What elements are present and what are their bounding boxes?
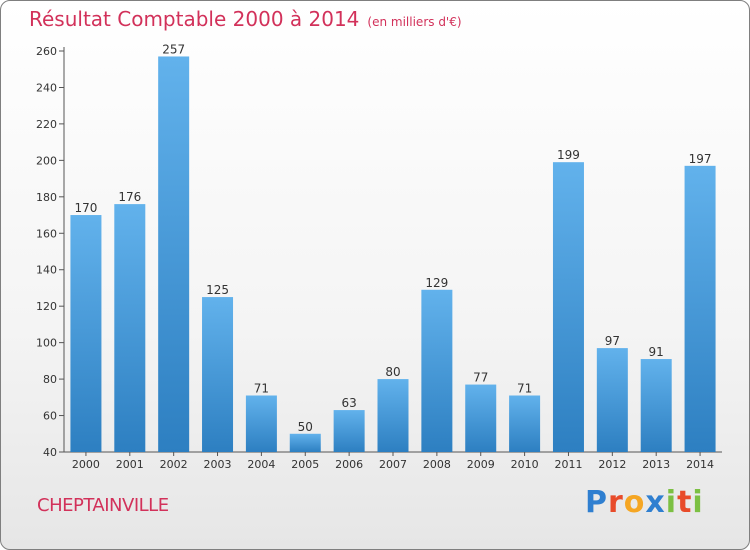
data-label: 71: [517, 381, 532, 395]
y-tick-label: 140: [36, 264, 57, 277]
bar-2002: [158, 56, 190, 453]
bar-2013: [640, 359, 672, 452]
data-label: 197: [689, 152, 712, 166]
bar-2000: [70, 215, 102, 452]
logo-letter: x: [645, 485, 666, 520]
title-unit: (en milliers d'€): [367, 15, 462, 29]
commune-name: CHEPTAINVILLE: [37, 495, 169, 516]
data-label: 257: [162, 42, 185, 56]
chart-title: Résultat Comptable 2000 à 2014 (en millie…: [29, 7, 462, 31]
y-tick-label: 100: [36, 337, 57, 350]
x-tick-label: 2003: [204, 458, 232, 471]
data-label: 71: [254, 381, 269, 395]
y-tick-label: 80: [43, 373, 57, 386]
bar-2005: [289, 433, 321, 452]
proxiti-logo: Proxiti: [585, 485, 704, 520]
x-tick-label: 2006: [335, 458, 363, 471]
data-label: 129: [425, 276, 448, 290]
x-tick-label: 2014: [686, 458, 714, 471]
x-tick-label: 2004: [247, 458, 275, 471]
data-label: 80: [385, 365, 400, 379]
y-tick-label: 60: [43, 410, 57, 423]
bar-2007: [377, 379, 409, 452]
data-label: 77: [473, 371, 488, 385]
y-tick-label: 160: [36, 227, 57, 240]
logo-letter: P: [585, 485, 608, 520]
bar-2003: [202, 297, 234, 452]
data-label: 50: [298, 420, 313, 434]
y-tick-label: 220: [36, 118, 57, 131]
y-tick-label: 200: [36, 154, 57, 167]
bar-2012: [596, 348, 628, 452]
x-tick-label: 2011: [554, 458, 582, 471]
x-tick-label: 2002: [160, 458, 188, 471]
x-tick-label: 2001: [116, 458, 144, 471]
y-tick-label: 120: [36, 300, 57, 313]
bar-2011: [552, 162, 584, 452]
y-tick-label: 180: [36, 191, 57, 204]
data-label: 170: [74, 201, 97, 215]
logo-letter: t: [677, 485, 693, 520]
y-tick-label: 260: [36, 45, 57, 58]
bar-2008: [421, 289, 453, 452]
bar-2010: [509, 395, 541, 452]
title-text: Résultat Comptable 2000 à 2014: [29, 7, 360, 31]
data-label: 199: [557, 148, 580, 162]
logo-letter: r: [608, 485, 624, 520]
logo-letter: o: [623, 485, 646, 520]
x-tick-label: 2005: [291, 458, 319, 471]
data-label: 91: [649, 345, 664, 359]
x-tick-label: 2009: [467, 458, 495, 471]
y-tick-label: 240: [36, 81, 57, 94]
bar-2014: [684, 165, 716, 452]
x-tick-label: 2008: [423, 458, 451, 471]
data-label: 125: [206, 283, 229, 297]
logo-letter: i: [692, 485, 704, 520]
bar-2004: [245, 395, 277, 452]
y-tick-label: 40: [43, 446, 57, 459]
x-tick-label: 2007: [379, 458, 407, 471]
data-label: 176: [118, 190, 141, 204]
bar-2001: [114, 204, 146, 452]
x-tick-label: 2012: [598, 458, 626, 471]
data-label: 63: [341, 396, 356, 410]
logo-letter: i: [665, 485, 678, 520]
bar-2006: [333, 410, 365, 452]
x-tick-label: 2010: [511, 458, 539, 471]
x-tick-label: 2013: [642, 458, 670, 471]
x-tick-label: 2000: [72, 458, 100, 471]
bar-2009: [465, 384, 497, 452]
data-label: 97: [605, 334, 620, 348]
